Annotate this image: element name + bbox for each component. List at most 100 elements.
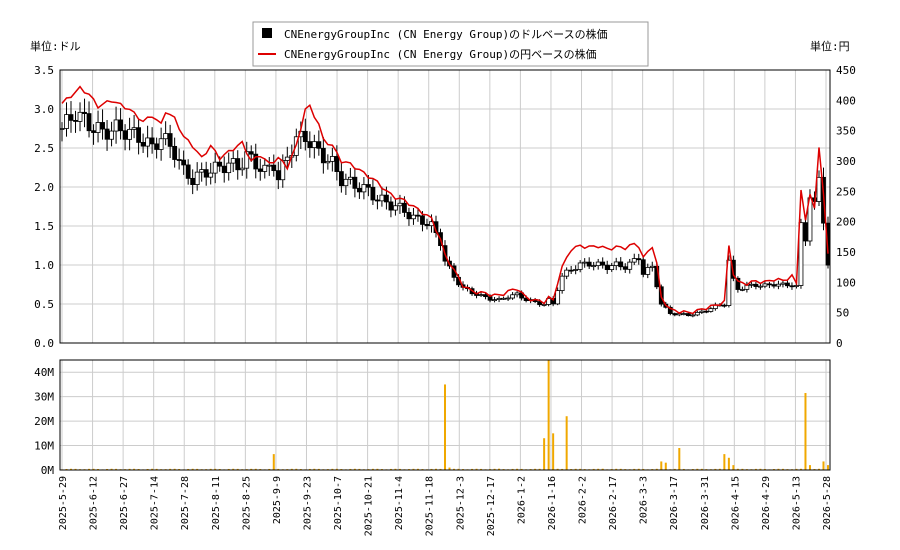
- candle-body: [496, 297, 502, 301]
- candle-body: [582, 261, 588, 264]
- volume-bar: [349, 468, 352, 470]
- volume-bar: [727, 457, 730, 470]
- candle-body: [91, 130, 96, 133]
- candle-body: [627, 261, 633, 270]
- candle-body: [320, 147, 326, 164]
- candle-body: [235, 158, 241, 171]
- volume-bar: [759, 468, 762, 470]
- candle-body: [546, 298, 552, 305]
- volume-bar: [795, 468, 798, 470]
- candle-body: [113, 119, 119, 132]
- candle-body: [595, 261, 601, 267]
- volume-tick-label: 30M: [34, 391, 54, 404]
- x-tick-label: 2025-10-7: [333, 476, 344, 530]
- volume-bar: [808, 465, 811, 470]
- x-tick-label: 2025-5-29: [58, 476, 69, 530]
- candle-body: [402, 202, 407, 213]
- x-tick-label: 2026-2-2: [578, 476, 589, 524]
- volume-bar: [754, 468, 757, 470]
- candle-body: [158, 138, 164, 150]
- y-right-tick-label: 300: [836, 155, 856, 168]
- volume-bar: [115, 468, 118, 470]
- x-tick-label: 2025-8-11: [211, 476, 222, 530]
- candle-body: [649, 265, 655, 268]
- candle-body: [631, 258, 637, 263]
- volume-bar: [741, 468, 744, 470]
- volume-bar: [723, 454, 726, 470]
- volume-bar: [673, 468, 676, 470]
- candle-body: [131, 127, 137, 130]
- candle-body: [708, 308, 714, 312]
- candle-body: [352, 176, 358, 189]
- candle-body: [181, 159, 187, 166]
- candle-body: [600, 261, 606, 266]
- x-tick-label: 2026-1-2: [516, 476, 527, 524]
- volume-bar: [682, 468, 685, 470]
- volume-bar: [543, 438, 546, 470]
- volume-bar: [574, 468, 577, 470]
- x-tick-label: 2026-3-3: [639, 476, 650, 524]
- volume-bar: [475, 468, 478, 470]
- volume-bar: [763, 468, 766, 470]
- volume-bar: [453, 468, 456, 470]
- candle-body: [316, 141, 322, 149]
- candle-body: [411, 214, 416, 220]
- candle-body: [501, 297, 506, 300]
- candle-body: [100, 122, 105, 130]
- volume-bar: [110, 468, 113, 470]
- candle-body: [694, 312, 700, 316]
- candle-body: [302, 130, 308, 142]
- volume-bar: [592, 468, 595, 470]
- volume-bars: [61, 360, 829, 470]
- candle-body: [771, 284, 777, 287]
- candle-body: [478, 294, 484, 297]
- volume-bar: [92, 468, 95, 470]
- volume-bar: [642, 468, 645, 470]
- x-tick-label: 2025-6-27: [119, 476, 130, 530]
- volume-bar: [516, 468, 519, 470]
- volume-bar: [498, 468, 501, 470]
- volume-bar: [655, 468, 658, 470]
- candle-body: [604, 264, 610, 271]
- candle-body: [167, 133, 173, 147]
- y-right-tick-label: 0: [836, 337, 843, 350]
- candle-body: [609, 265, 615, 271]
- volume-tick-label: 40M: [34, 366, 54, 379]
- price-plot-frame: [59, 69, 831, 344]
- volume-bar: [633, 468, 636, 470]
- candle-body: [217, 161, 223, 167]
- volume-bar: [480, 468, 483, 470]
- volume-bar: [308, 468, 311, 470]
- y-left-tick-label: 0.0: [34, 337, 54, 350]
- y-right-unit: 単位:円: [810, 39, 850, 53]
- volume-bar: [552, 433, 555, 470]
- y-right-tick-label: 250: [836, 185, 856, 198]
- candle-body: [776, 283, 781, 287]
- volume-bar: [538, 468, 541, 470]
- candle-body: [397, 202, 403, 207]
- candle-body: [334, 156, 340, 172]
- candle-body: [613, 261, 619, 267]
- y-left-unit: 単位:ドル: [30, 39, 81, 53]
- y-left-tick-label: 1.0: [34, 259, 54, 272]
- candle-body: [487, 296, 493, 301]
- volume-bar: [736, 468, 739, 470]
- x-tick-label: 2025-7-14: [150, 476, 161, 530]
- volume-bar: [416, 468, 419, 470]
- volume-bar: [169, 468, 172, 470]
- candle-body: [275, 170, 281, 181]
- volume-bar: [565, 416, 568, 470]
- volume-bar: [804, 393, 807, 470]
- candle-body: [109, 130, 114, 140]
- candle-body: [266, 164, 272, 167]
- candle-body: [379, 194, 385, 202]
- y-right-tick-label: 100: [836, 276, 856, 289]
- candle-body: [284, 156, 290, 161]
- volume-bar: [439, 468, 442, 470]
- candle-body: [672, 313, 678, 316]
- candle-body: [253, 153, 259, 170]
- volume-bar: [511, 468, 514, 470]
- candle-body: [361, 184, 367, 193]
- candle-body: [208, 172, 214, 178]
- candle-body: [591, 265, 597, 268]
